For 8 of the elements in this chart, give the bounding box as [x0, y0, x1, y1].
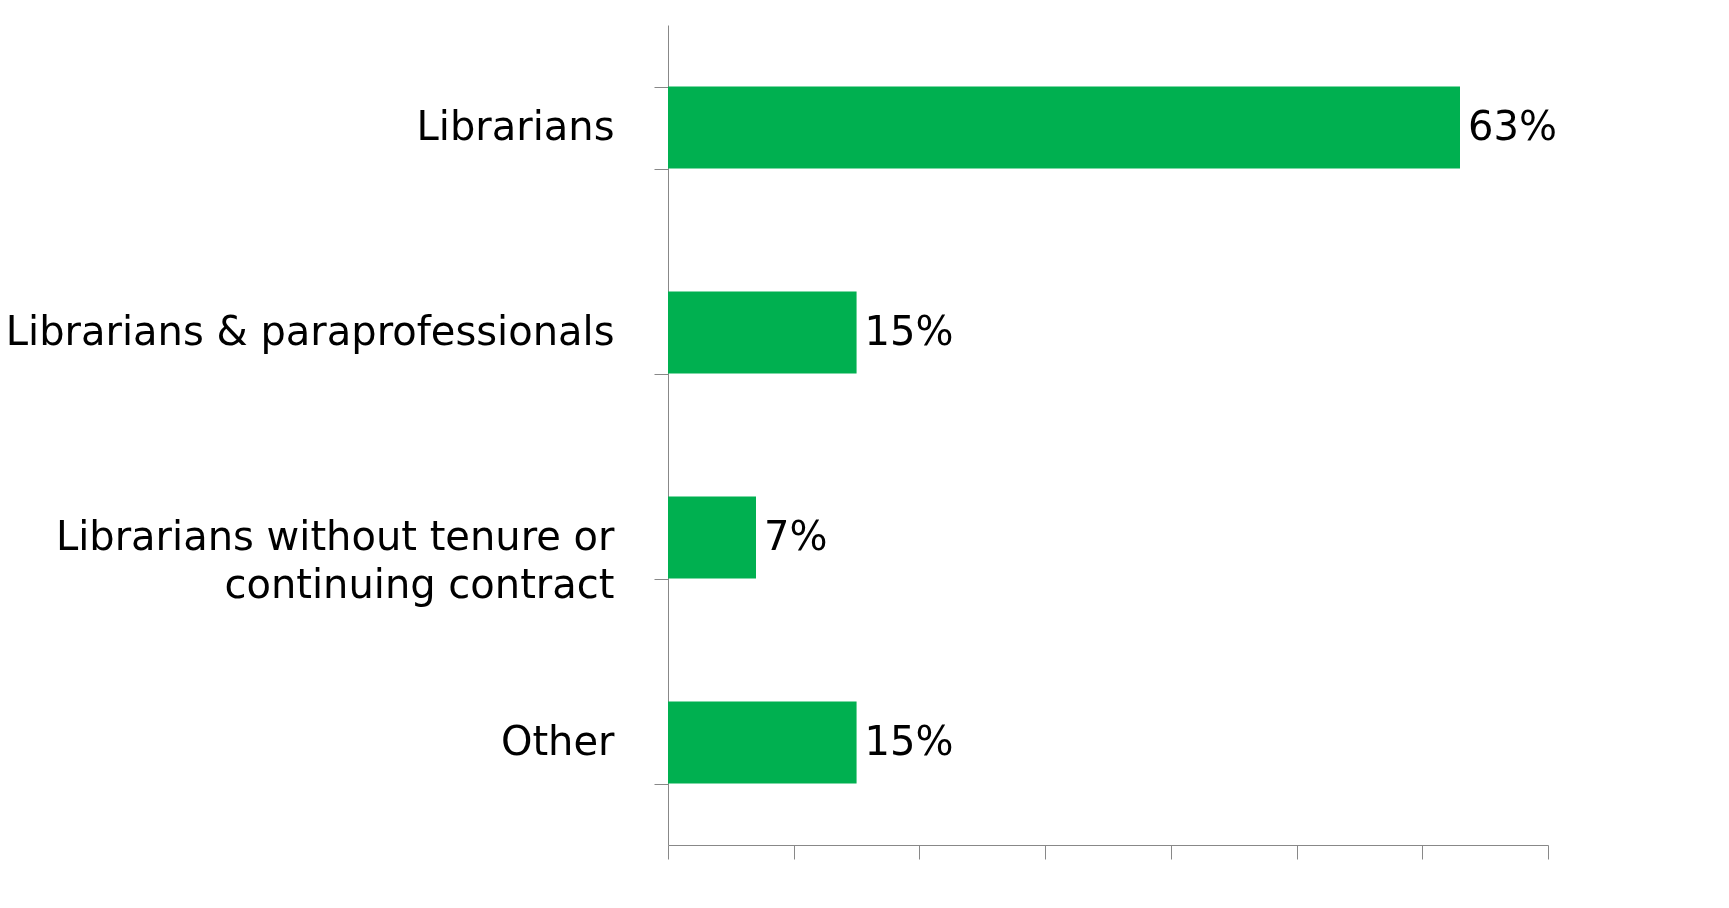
y-tick-label: Librarians without tenure or continuing contract [55, 513, 616, 607]
data-label: 15% [864, 307, 954, 354]
data-label: 7% [764, 512, 828, 559]
y-tick-label: Librarians & paraprofessionals [5, 308, 615, 354]
y-tick-label: Librarians [416, 103, 615, 149]
data-label: 15% [864, 717, 954, 764]
y-tick-label: Other [500, 718, 616, 764]
data-label: 63% [1468, 102, 1557, 149]
